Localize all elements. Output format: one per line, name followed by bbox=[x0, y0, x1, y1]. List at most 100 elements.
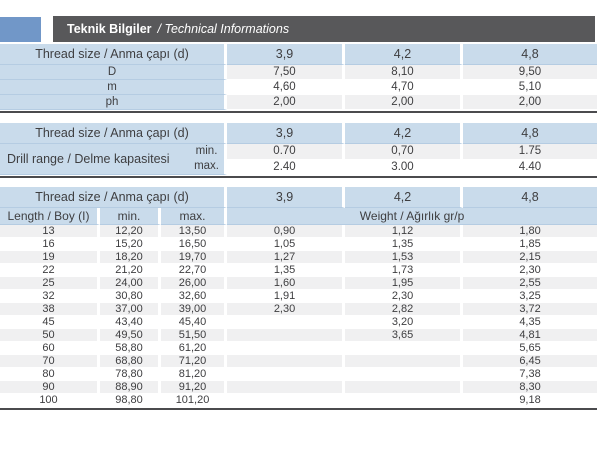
size-col-header: 4,2 bbox=[345, 123, 463, 144]
weight-cell: 8,30 bbox=[463, 381, 598, 394]
weight-cell: 5,65 bbox=[463, 342, 598, 355]
length-cell: 22 bbox=[0, 264, 100, 277]
weight-cell: 6,45 bbox=[463, 355, 598, 368]
max-cell: 61,20 bbox=[161, 342, 228, 355]
weight-cell: 3,65 bbox=[345, 329, 464, 342]
length-cell: 25 bbox=[0, 277, 100, 290]
length-cell: 100 bbox=[0, 394, 100, 407]
size-col-header: 4,8 bbox=[463, 123, 597, 144]
table-divider bbox=[0, 408, 597, 410]
value-cell: 2,00 bbox=[345, 95, 463, 110]
value-cell: 4,70 bbox=[345, 80, 463, 95]
length-cell: 16 bbox=[0, 238, 100, 251]
weight-cell: 1,35 bbox=[345, 238, 464, 251]
title-strip: Teknik Bilgiler / Technical Informations bbox=[53, 16, 595, 42]
page: { "header": { "title_tr": "Teknik Bilgil… bbox=[0, 16, 600, 466]
length-cell: 38 bbox=[0, 303, 100, 316]
length-cell: 70 bbox=[0, 355, 100, 368]
table-row: 13 12,20 13,50 0,90 1,12 1,80 bbox=[0, 225, 598, 238]
min-cell: 43,40 bbox=[100, 316, 161, 329]
weight-cell: 2,30 bbox=[345, 290, 464, 303]
weight-label: Weight / Ağırlık gr/p bbox=[227, 208, 598, 225]
table-row: 32 30,80 32,60 1,91 2,30 3,25 bbox=[0, 290, 598, 303]
max-cell: 13,50 bbox=[161, 225, 228, 238]
value-cell: 5,10 bbox=[463, 80, 597, 95]
table-row: 80 78,80 81,20 7,38 bbox=[0, 368, 598, 381]
min-cell: 15,20 bbox=[100, 238, 161, 251]
length-cell: 90 bbox=[0, 381, 100, 394]
weight-cell bbox=[227, 368, 346, 381]
weight-cell: 0,90 bbox=[227, 225, 346, 238]
weight-cell: 2,30 bbox=[227, 303, 346, 316]
table-row: 45 43,40 45,40 3,20 4,35 bbox=[0, 316, 598, 329]
min-cell: 37,00 bbox=[100, 303, 161, 316]
table-row-ph: ph 2,00 2,00 2,00 bbox=[0, 95, 597, 110]
weight-cell: 1,27 bbox=[227, 251, 346, 264]
value-cell: 4,60 bbox=[227, 80, 345, 95]
length-cell: 45 bbox=[0, 316, 100, 329]
length-cell: 60 bbox=[0, 342, 100, 355]
length-cell: 50 bbox=[0, 329, 100, 342]
max-cell: 71,20 bbox=[161, 355, 228, 368]
min-cell: 58,80 bbox=[100, 342, 161, 355]
min-cell: 78,80 bbox=[100, 368, 161, 381]
weight-cell: 7,38 bbox=[463, 368, 598, 381]
weight-cell: 4,81 bbox=[463, 329, 598, 342]
max-cell: 51,50 bbox=[161, 329, 228, 342]
max-cell: 19,70 bbox=[161, 251, 228, 264]
weight-cell: 2,30 bbox=[463, 264, 598, 277]
size-col-header: 4,8 bbox=[463, 187, 598, 208]
length-label: Length / Boy (I) bbox=[0, 208, 100, 225]
max-label: max. bbox=[161, 208, 228, 225]
drill-min-row: Drill range / Delme kapasitesi min. max.… bbox=[0, 144, 597, 175]
value-cell: 0.70 bbox=[227, 144, 345, 160]
length-weight-subheader-row: Length / Boy (I) min. max. Weight / Ağır… bbox=[0, 208, 598, 225]
thread-size-label: Thread size / Anma çapı (d) bbox=[0, 187, 228, 208]
min-label: min. bbox=[100, 208, 161, 225]
title-turkish: Teknik Bilgiler bbox=[67, 22, 152, 36]
table-row-D: D 7,50 8,10 9,50 bbox=[0, 65, 597, 80]
size-col-header: 3,9 bbox=[227, 187, 346, 208]
max-cell: 26,00 bbox=[161, 277, 228, 290]
table-row: 60 58,80 61,20 5,65 bbox=[0, 342, 598, 355]
length-cell: 80 bbox=[0, 368, 100, 381]
drill-range-table: Thread size / Anma çapı (d) 3,9 4,2 4,8 … bbox=[0, 123, 597, 175]
size-col-header: 4,2 bbox=[345, 44, 463, 65]
weight-cell bbox=[227, 316, 346, 329]
weight-cell bbox=[227, 381, 346, 394]
dimensions-table: Thread size / Anma çapı (d) 3,9 4,2 4,8 … bbox=[0, 44, 597, 110]
drill-range-label: Drill range / Delme kapasitesi bbox=[7, 152, 170, 166]
weight-cell: 1,12 bbox=[345, 225, 464, 238]
length-cell: 13 bbox=[0, 225, 100, 238]
thread-size-header-row: Thread size / Anma çapı (d) 3,9 4,2 4,8 bbox=[0, 123, 597, 144]
weight-cell: 2,55 bbox=[463, 277, 598, 290]
weight-cell bbox=[345, 355, 464, 368]
value-cell: 0,70 bbox=[345, 144, 463, 160]
min-cell: 12,20 bbox=[100, 225, 161, 238]
row-label: ph bbox=[0, 95, 227, 110]
value-cell: 2.40 bbox=[227, 159, 345, 175]
min-cell: 98,80 bbox=[100, 394, 161, 407]
weight-cell: 3,25 bbox=[463, 290, 598, 303]
weight-cell bbox=[227, 355, 346, 368]
table-row: 22 21,20 22,70 1,35 1,73 2,30 bbox=[0, 264, 598, 277]
weight-cell: 1,60 bbox=[227, 277, 346, 290]
weight-cell: 1,35 bbox=[227, 264, 346, 277]
value-cell: 4.40 bbox=[463, 160, 597, 175]
length-cell: 32 bbox=[0, 290, 100, 303]
weight-cell: 2,82 bbox=[345, 303, 464, 316]
min-cell: 24,00 bbox=[100, 277, 161, 290]
weight-cell: 2,15 bbox=[463, 251, 598, 264]
value-cell: 9,50 bbox=[463, 65, 597, 80]
weight-cell bbox=[345, 394, 464, 407]
max-cell: 101,20 bbox=[161, 394, 228, 407]
weight-cell: 1,73 bbox=[345, 264, 464, 277]
weight-cell: 1,85 bbox=[463, 238, 598, 251]
thread-size-label: Thread size / Anma çapı (d) bbox=[0, 123, 227, 144]
drill-max-row: 2.40 3.00 4.40 bbox=[0, 159, 597, 175]
thread-size-label: Thread size / Anma çapı (d) bbox=[0, 44, 227, 65]
min-cell: 88,90 bbox=[100, 381, 161, 394]
weight-cell bbox=[345, 342, 464, 355]
thread-size-header-row: Thread size / Anma çapı (d) 3,9 4,2 4,8 bbox=[0, 44, 597, 65]
weight-cell: 9,18 bbox=[463, 394, 598, 407]
